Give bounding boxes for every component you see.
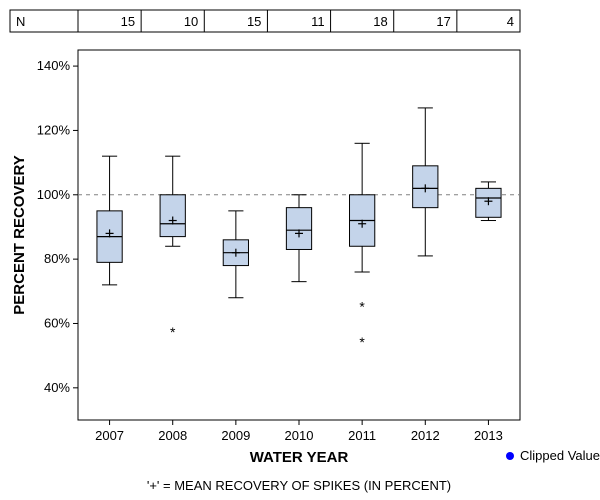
box [160, 195, 185, 237]
n-value: 18 [373, 14, 387, 29]
x-tick-label: 2008 [158, 428, 187, 443]
y-axis-label: PERCENT RECOVERY [11, 155, 28, 314]
n-value: 10 [184, 14, 198, 29]
chart-footnote: '+' = MEAN RECOVERY OF SPIKES (IN PERCEN… [147, 478, 451, 493]
n-value: 11 [311, 14, 325, 29]
box [286, 208, 311, 250]
legend-label: Clipped Value [520, 448, 600, 463]
x-tick-label: 2011 [348, 428, 376, 443]
y-tick-label: 40% [44, 380, 70, 395]
x-tick-label: 2012 [411, 428, 440, 443]
x-tick-label: 2013 [474, 428, 503, 443]
y-tick-label: 60% [44, 315, 70, 330]
outlier-marker: * [359, 298, 365, 314]
n-value: 17 [436, 14, 450, 29]
y-tick-label: 80% [44, 251, 70, 266]
y-tick-label: 140% [37, 58, 71, 73]
x-tick-label: 2010 [285, 428, 314, 443]
y-tick-label: 120% [37, 122, 71, 137]
y-tick-label: 100% [37, 187, 71, 202]
n-value: 15 [121, 14, 135, 29]
outlier-marker: * [359, 334, 365, 350]
boxplot-chart: N 15 10 15 11 18 17 4 40% 60% 80% 100% 120% 140% 2007 2… [0, 0, 600, 500]
outlier-marker: * [170, 324, 176, 340]
legend-marker [506, 452, 514, 460]
n-value: 4 [507, 14, 514, 29]
n-value: 15 [247, 14, 261, 29]
x-axis-label: WATER YEAR [250, 449, 349, 466]
n-header: N [16, 14, 25, 29]
x-tick-label: 2007 [95, 428, 124, 443]
x-tick-label: 2009 [221, 428, 250, 443]
